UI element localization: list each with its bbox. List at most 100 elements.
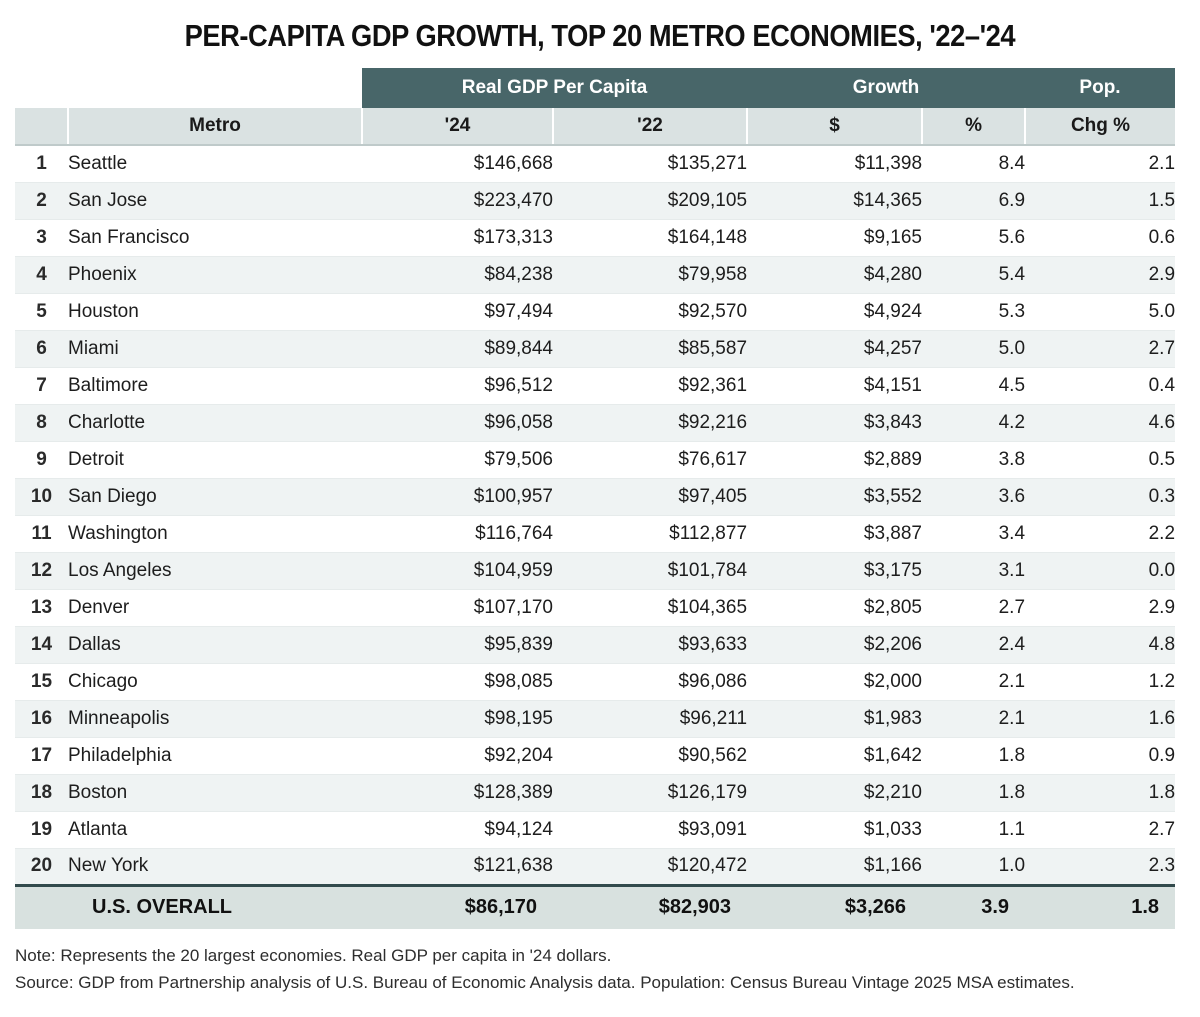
metro-cell: Minneapolis bbox=[68, 700, 362, 738]
growth-dollar-cell: $1,642 bbox=[747, 737, 923, 775]
growth-pct-cell: 5.6 bbox=[922, 219, 1026, 257]
gdp24-cell: $94,124 bbox=[362, 811, 553, 849]
col-header-metro: Metro bbox=[67, 108, 362, 146]
metro-cell: San Francisco bbox=[68, 219, 362, 257]
gdp22-cell: $97,405 bbox=[553, 478, 748, 516]
growth-dollar-cell: $4,151 bbox=[747, 367, 923, 405]
rank-cell: 18 bbox=[15, 774, 68, 812]
rank-cell: 1 bbox=[15, 145, 68, 183]
gdp22-cell: $90,562 bbox=[553, 737, 748, 775]
growth-pct-cell: 3.9 bbox=[922, 883, 1026, 929]
growth-dollar-cell: $2,210 bbox=[747, 774, 923, 812]
growth-dollar-cell: $14,365 bbox=[747, 182, 923, 220]
pop-chg-cell: 0.3 bbox=[1025, 478, 1176, 516]
table-row: 1 Seattle $146,668 $135,271 $11,398 8.4 … bbox=[15, 145, 1176, 183]
group-header-blank bbox=[15, 68, 362, 108]
rank-cell: 3 bbox=[15, 219, 68, 257]
growth-pct-cell: 2.7 bbox=[922, 589, 1026, 627]
rank-cell: 8 bbox=[15, 404, 68, 442]
table-row: 17 Philadelphia $92,204 $90,562 $1,642 1… bbox=[15, 737, 1176, 775]
pop-chg-cell: 2.2 bbox=[1025, 515, 1176, 553]
pop-chg-cell: 1.5 bbox=[1025, 182, 1176, 220]
growth-dollar-cell: $9,165 bbox=[747, 219, 923, 257]
gdp22-cell: $164,148 bbox=[553, 219, 748, 257]
table-row: 10 San Diego $100,957 $97,405 $3,552 3.6… bbox=[15, 478, 1176, 516]
gdp22-cell: $96,086 bbox=[553, 663, 748, 701]
gdp24-cell: $86,170 bbox=[362, 883, 553, 929]
gdp22-cell: $93,091 bbox=[553, 811, 748, 849]
gdp22-cell: $92,216 bbox=[553, 404, 748, 442]
table-row: 14 Dallas $95,839 $93,633 $2,206 2.4 4.8 bbox=[15, 626, 1176, 664]
gdp24-cell: $84,238 bbox=[362, 256, 553, 294]
table-row: 6 Miami $89,844 $85,587 $4,257 5.0 2.7 bbox=[15, 330, 1176, 368]
rank-cell: 13 bbox=[15, 589, 68, 627]
table-row: 13 Denver $107,170 $104,365 $2,805 2.7 2… bbox=[15, 589, 1176, 627]
table-row: 15 Chicago $98,085 $96,086 $2,000 2.1 1.… bbox=[15, 663, 1176, 701]
growth-dollar-cell: $4,257 bbox=[747, 330, 923, 368]
table-row: 18 Boston $128,389 $126,179 $2,210 1.8 1… bbox=[15, 774, 1176, 812]
column-header-row: Metro '24 '22 $ % Chg % bbox=[15, 108, 1176, 146]
metro-cell: Phoenix bbox=[68, 256, 362, 294]
footnotes: Note: Represents the 20 largest economie… bbox=[15, 942, 1200, 996]
growth-dollar-cell: $3,552 bbox=[747, 478, 923, 516]
growth-dollar-cell: $4,280 bbox=[747, 256, 923, 294]
table-row: 5 Houston $97,494 $92,570 $4,924 5.3 5.0 bbox=[15, 293, 1176, 331]
gdp22-cell: $92,570 bbox=[553, 293, 748, 331]
gdp24-cell: $128,389 bbox=[362, 774, 553, 812]
gdp24-cell: $98,195 bbox=[362, 700, 553, 738]
pop-chg-cell: 0.6 bbox=[1025, 219, 1176, 257]
gdp22-cell: $135,271 bbox=[553, 145, 748, 183]
gdp22-cell: $126,179 bbox=[553, 774, 748, 812]
pop-chg-cell: 1.8 bbox=[1025, 883, 1176, 929]
metro-cell: Houston bbox=[68, 293, 362, 331]
rank-cell: 9 bbox=[15, 441, 68, 479]
metro-cell: San Jose bbox=[68, 182, 362, 220]
gdp24-cell: $100,957 bbox=[362, 478, 553, 516]
col-header-24: '24 bbox=[361, 108, 553, 146]
col-header-rank bbox=[15, 108, 68, 146]
table-row: 4 Phoenix $84,238 $79,958 $4,280 5.4 2.9 bbox=[15, 256, 1176, 294]
page-title-wrap: PER-CAPITA GDP GROWTH, TOP 20 METRO ECON… bbox=[0, 18, 1200, 54]
growth-pct-cell: 3.1 bbox=[922, 552, 1026, 590]
gdp24-cell: $223,470 bbox=[362, 182, 553, 220]
rank-cell: 6 bbox=[15, 330, 68, 368]
gdp22-cell: $120,472 bbox=[553, 848, 748, 886]
col-header-dollar: $ bbox=[746, 108, 923, 146]
metro-cell: New York bbox=[68, 848, 362, 886]
rank-cell: 2 bbox=[15, 182, 68, 220]
metro-cell: Seattle bbox=[68, 145, 362, 183]
gdp24-cell: $104,959 bbox=[362, 552, 553, 590]
metro-cell: Los Angeles bbox=[68, 552, 362, 590]
pop-chg-cell: 2.7 bbox=[1025, 811, 1176, 849]
rank-cell: 4 bbox=[15, 256, 68, 294]
rank-cell: 11 bbox=[15, 515, 68, 553]
pop-chg-cell: 2.3 bbox=[1025, 848, 1176, 886]
pop-chg-cell: 2.7 bbox=[1025, 330, 1176, 368]
pop-chg-cell: 0.0 bbox=[1025, 552, 1176, 590]
gdp22-cell: $104,365 bbox=[553, 589, 748, 627]
growth-dollar-cell: $2,206 bbox=[747, 626, 923, 664]
gdp22-cell: $79,958 bbox=[553, 256, 748, 294]
metro-cell: Dallas bbox=[68, 626, 362, 664]
pop-chg-cell: 1.8 bbox=[1025, 774, 1176, 812]
metro-cell: Washington bbox=[68, 515, 362, 553]
growth-dollar-cell: $11,398 bbox=[747, 145, 923, 183]
pop-chg-cell: 2.9 bbox=[1025, 589, 1176, 627]
metro-cell: Boston bbox=[68, 774, 362, 812]
pop-chg-cell: 0.5 bbox=[1025, 441, 1176, 479]
table-row: 2 San Jose $223,470 $209,105 $14,365 6.9… bbox=[15, 182, 1176, 220]
pop-chg-cell: 1.6 bbox=[1025, 700, 1176, 738]
gdp24-cell: $79,506 bbox=[362, 441, 553, 479]
growth-pct-cell: 8.4 bbox=[922, 145, 1026, 183]
growth-pct-cell: 3.4 bbox=[922, 515, 1026, 553]
group-header-pop: Pop. bbox=[1025, 68, 1176, 108]
rank-cell: 10 bbox=[15, 478, 68, 516]
col-header-pct: % bbox=[921, 108, 1026, 146]
gdp24-cell: $92,204 bbox=[362, 737, 553, 775]
rank-cell: 12 bbox=[15, 552, 68, 590]
metro-cell: Baltimore bbox=[68, 367, 362, 405]
growth-pct-cell: 2.1 bbox=[922, 663, 1026, 701]
col-header-22: '22 bbox=[551, 108, 748, 146]
growth-pct-cell: 1.8 bbox=[922, 737, 1026, 775]
rank-cell: 15 bbox=[15, 663, 68, 701]
